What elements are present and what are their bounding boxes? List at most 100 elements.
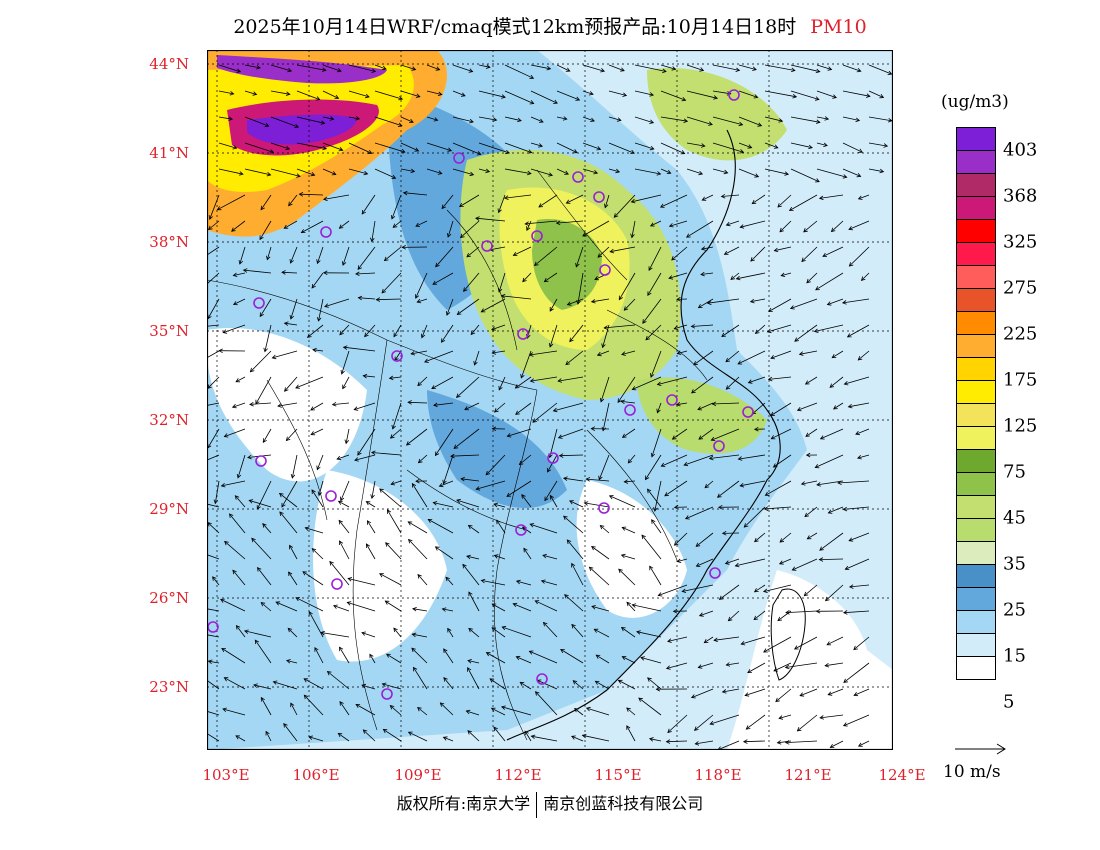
wind-arrow-head (441, 338, 446, 343)
wind-arrow-head (700, 143, 706, 148)
city-marker (547, 452, 559, 464)
wind-arrow (270, 116, 299, 128)
wind-arrow-head (459, 233, 465, 239)
colorbar-label: 45 (1003, 507, 1026, 529)
wind-arrow-head (806, 278, 811, 284)
wind-arrow-head (883, 143, 889, 148)
wind-arrow-head (517, 117, 522, 123)
wind-arrow (220, 599, 246, 612)
wind-arrow-head (842, 610, 848, 615)
wind-arrow-head (631, 603, 637, 608)
wind-arrow (417, 707, 428, 716)
wind-arrow (450, 454, 480, 457)
wind-arrow (849, 584, 870, 588)
wind-arrow (348, 116, 360, 120)
wind-arrow (320, 632, 350, 638)
wind-arrow-head (467, 666, 472, 672)
wind-arrow-head (289, 258, 294, 264)
wind-arrow-head (566, 301, 572, 306)
wind-arrow-head (827, 691, 833, 696)
wind-arrow (666, 740, 688, 743)
wind-arrow-head (339, 646, 344, 652)
wind-arrow-head (667, 728, 672, 734)
wind-arrow-head (357, 265, 362, 270)
wind-arrow (468, 628, 480, 638)
wind-arrow-head (666, 169, 672, 174)
footer-separator (536, 791, 538, 818)
wind-arrow-head (381, 288, 387, 294)
wind-arrow-head (743, 523, 749, 528)
wind-arrow-head (763, 506, 769, 511)
wind-arrow-head (564, 170, 569, 175)
wind-arrow-head (649, 565, 654, 571)
wind-arrow (260, 697, 272, 716)
wind-arrow-head (790, 67, 796, 73)
wind-arrow (622, 656, 636, 664)
wind-arrow-head (565, 360, 570, 366)
wind-arrow-head (668, 223, 674, 228)
wind-arrow-head (665, 739, 671, 744)
wind-arrow (677, 558, 688, 562)
wind-arrow (582, 734, 610, 742)
wind-arrow (233, 272, 246, 276)
clean-area-se (576, 480, 687, 618)
wind-arrow-head (338, 519, 343, 525)
wind-arrow-head (455, 393, 461, 398)
wind-arrow-head (815, 286, 820, 291)
wind-arrow (218, 142, 237, 149)
wind-arrow (844, 376, 870, 385)
wind-arrow (466, 710, 480, 716)
wind-arrow-head (442, 736, 448, 741)
wind-arrow (571, 563, 584, 586)
wind-arrow (347, 602, 376, 612)
wind-arrow-head (824, 596, 830, 602)
wind-arrow (523, 548, 532, 560)
wind-arrow (218, 168, 243, 175)
wind-arrow-head (491, 603, 497, 608)
wind-arrow (717, 740, 740, 750)
wind-arrow-head (622, 92, 628, 97)
wind-arrow (843, 662, 870, 683)
wind-arrow (270, 64, 292, 72)
wind-arrow-head (324, 303, 329, 308)
wind-arrow (322, 90, 339, 99)
wind-arrow (286, 428, 298, 441)
wind-arrow-head (649, 119, 655, 124)
wind-arrow-head (228, 513, 234, 518)
city-marker (325, 490, 337, 502)
wind-arrow (556, 142, 578, 153)
wind-arrow-head (361, 683, 366, 689)
wind-arrow (738, 168, 759, 178)
wind-arrow (768, 376, 792, 380)
wind-arrow-head (315, 96, 321, 101)
city-marker (255, 455, 267, 467)
wind-arrow (361, 632, 376, 638)
wind-arrow (701, 246, 714, 250)
wind-arrow (207, 428, 220, 449)
wind-arrow (608, 64, 625, 72)
wind-arrow (212, 576, 220, 586)
wind-arrow-head (212, 576, 217, 581)
wind-arrow (833, 402, 844, 410)
wind-arrow (462, 564, 480, 586)
wind-arrow-head (475, 216, 480, 221)
wind-arrow (235, 376, 246, 383)
wind-arrow (828, 506, 844, 514)
wind-arrow (411, 483, 428, 508)
wind-arrow-head (608, 495, 614, 500)
wind-arrow-head (626, 725, 631, 730)
wind-arrow (626, 725, 636, 742)
wind-arrow (604, 324, 636, 329)
wind-arrow-head (317, 491, 323, 497)
wind-arrow (207, 608, 220, 612)
wind-arrow (324, 298, 350, 307)
wind-arrow (717, 480, 740, 498)
wind-arrow (634, 116, 654, 124)
wind-arrow (426, 90, 442, 95)
wind-arrow (702, 194, 714, 201)
wind-arrow-head (770, 411, 775, 416)
colorbar-swatch (956, 587, 996, 610)
wind-arrow (338, 520, 350, 534)
wind-arrow (764, 64, 795, 71)
lat-label-41: 41°N (149, 144, 189, 162)
